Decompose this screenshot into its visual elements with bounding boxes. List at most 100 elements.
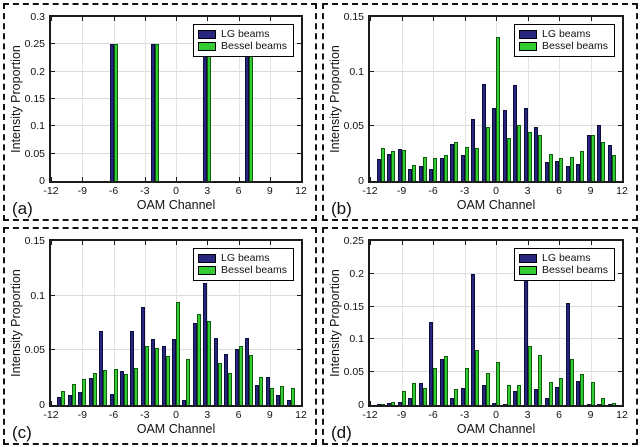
bar-lg [255,385,260,405]
bar-bessel [248,354,253,405]
bar-lg [597,125,601,181]
bar-bessel [443,355,448,405]
bar-bessel [412,382,416,405]
tick-mark [401,241,403,245]
bar-bessel [548,382,553,405]
bar-bessel [590,382,595,405]
x-tick-label: 0 [173,409,179,421]
x-tick-label: 6 [556,409,562,421]
gridline-vertical [527,17,529,181]
tick-mark [297,98,301,99]
bar-lg [492,107,496,181]
bar-bessel [496,36,500,181]
tick-mark [464,241,466,245]
bar-lg [565,303,570,405]
gridline-vertical [559,241,560,405]
bar-bessel [269,387,274,405]
tick-mark [590,17,592,21]
tick-mark [144,17,146,21]
panel-b: LG beams Bessel beams Intensity Proporti… [322,3,638,221]
tick-mark [51,401,52,405]
x-tick-label: 6 [235,409,242,421]
bar-lg [565,165,570,181]
y-tick-label: 0.05 [24,147,45,160]
bar-lg [439,158,444,181]
panel-d: LG beams Bessel beams Intensity Proporti… [322,227,638,445]
tick-mark [269,241,271,245]
bar-bessel [113,368,118,405]
tick-mark [297,70,301,72]
bar-bessel [506,384,511,405]
x-tick-label: -6 [108,185,119,197]
bar-lg [130,330,135,405]
tick-mark [51,294,55,296]
bar-lg [286,399,291,405]
tick-mark [370,177,371,181]
lg-beams-swatch [198,30,217,39]
bar-bessel [454,141,458,181]
tick-mark [618,305,622,307]
gridline-vertical [496,241,497,405]
lg-beams-swatch [519,254,538,263]
panel-a: LG beams Bessel beams Intensity Proporti… [3,3,317,221]
bar-bessel [134,367,139,405]
bar-lg [418,165,423,181]
bar-lg [276,395,281,405]
bar-lg [460,154,465,181]
bar-lg [376,159,381,181]
bar-bessel [601,141,605,181]
legend-entry-lg: LG beams [519,29,608,40]
gridline-vertical [464,241,466,405]
tick-mark [590,241,592,245]
x-axis-label: OAM Channel [136,422,216,436]
x-tick-label: 3 [524,185,531,197]
bar-bessel [113,44,118,181]
y-axis-label: Intensity Proportion [9,269,23,377]
bar-lg [439,359,444,405]
tick-mark [301,177,302,181]
x-tick-label: -12 [43,185,59,197]
legend-label-lg: LG beams [542,28,591,40]
bar-bessel [82,378,87,405]
bar-bessel [464,147,469,181]
legend-entry-lg: LG beams [519,253,608,264]
bar-bessel [217,363,222,405]
bar-bessel [144,345,149,405]
bar-lg [586,403,591,405]
legend-entry-bessel: Bessel beams [519,265,608,276]
tick-mark [370,371,374,373]
tick-mark [622,17,623,21]
gridline-vertical [590,17,592,181]
y-tick-label: 0.25 [24,38,45,51]
bar-lg [576,381,580,405]
bar-bessel [61,390,66,405]
bar-lg [244,338,249,405]
bar-lg [450,143,454,181]
x-tick-label: -12 [43,409,59,421]
bar-lg [397,402,402,405]
y-axis-label: Intensity Proportion [328,269,342,377]
bar-bessel [92,373,97,405]
bar-bessel [527,131,532,181]
bar-bessel [580,151,584,181]
bar-lg [99,330,104,405]
bar-lg [109,44,114,181]
x-tick-label: 3 [524,409,531,421]
legend: LG beams Bessel beams [514,24,615,57]
x-tick-label: 3 [204,185,211,197]
gridline-vertical [433,17,434,181]
x-tick-label: 12 [295,185,307,197]
x-tick-label: -6 [428,409,438,421]
bar-lg [376,404,381,405]
bar-bessel [590,135,595,181]
bar-lg [78,391,83,405]
tick-mark [51,125,55,127]
bar-bessel [207,320,212,405]
bar-bessel [559,158,563,181]
tick-mark [370,401,371,405]
tick-mark [618,371,622,373]
tick-mark [238,241,240,245]
gridline-vertical [269,17,271,181]
bar-lg [597,404,601,405]
tick-mark [301,401,302,405]
